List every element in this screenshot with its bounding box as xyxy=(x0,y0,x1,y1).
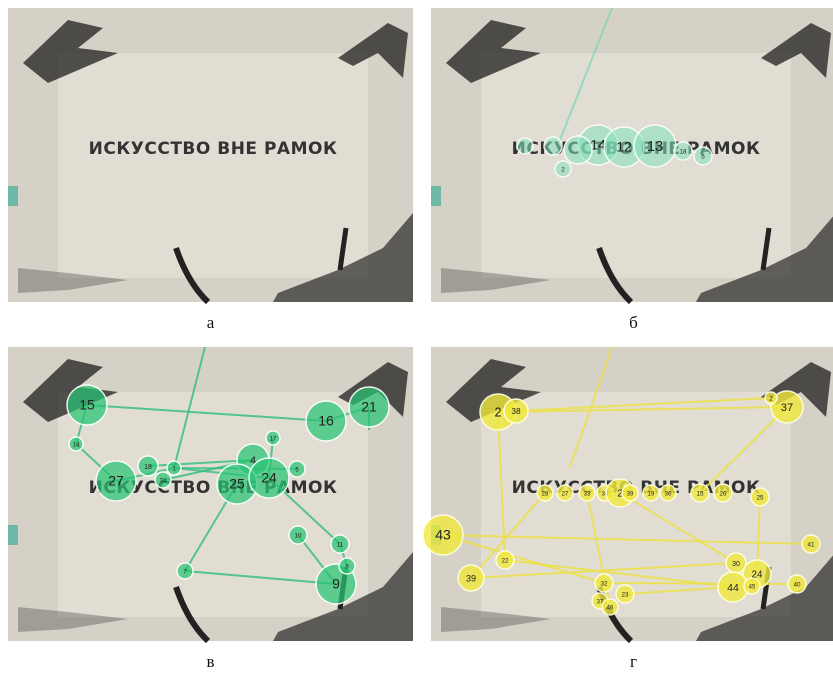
fixation-label: 30 xyxy=(732,561,740,568)
photo-panel: ИСКУССТВО ВНЕ РАМОК xyxy=(8,8,413,302)
fixation-label: 18 xyxy=(144,464,152,471)
fixation-label: 15 xyxy=(79,397,95,413)
paper-sheet xyxy=(58,53,368,278)
fixation-label: 46 xyxy=(607,606,614,612)
fixation-circle xyxy=(517,138,533,154)
fixation-label: 5 xyxy=(701,154,705,161)
wall-text: ИСКУССТВО ВНЕ РАМОК xyxy=(89,139,338,159)
panel-caption: б xyxy=(629,313,638,332)
fixation-label: 14 xyxy=(73,443,80,449)
fixation-label: 38 xyxy=(511,406,521,416)
fixation-label: 16 xyxy=(318,413,334,429)
fixation-label: 39 xyxy=(627,492,634,498)
fixation-label: 41 xyxy=(807,542,815,549)
fixation-circle xyxy=(564,136,592,164)
fixation-label: 15 xyxy=(696,491,704,498)
fixation-label: 17 xyxy=(270,437,277,443)
fixation-label: 10 xyxy=(294,533,302,540)
paper-sheet xyxy=(481,53,791,278)
fixation-label: 43 xyxy=(435,527,451,543)
fixation-label: 32 xyxy=(600,581,608,588)
fixation-label: 25 xyxy=(229,476,245,492)
fixation-label: 13 xyxy=(647,139,663,155)
fixation-label: 12 xyxy=(616,139,632,155)
fixation-label: 21 xyxy=(361,399,377,415)
fixation-label: 23 xyxy=(621,592,629,599)
fixation-label: 45 xyxy=(749,585,756,591)
fixation-label: 28 xyxy=(542,492,549,498)
teal-patch xyxy=(8,186,18,206)
fixation-label: 34 xyxy=(160,479,167,485)
fixation-label: 24 xyxy=(261,470,277,486)
teal-patch xyxy=(431,186,441,206)
panel-caption: а xyxy=(207,313,215,332)
fixation-label: 22 xyxy=(501,558,509,565)
fixation-label: 2 xyxy=(494,405,501,419)
panel-caption: в xyxy=(206,652,214,671)
fixation-label: 11 xyxy=(337,542,344,549)
fixation-label: 27 xyxy=(108,473,124,489)
panel-caption: г xyxy=(630,652,637,671)
fixation-label: 44 xyxy=(727,582,739,594)
figure: ИСКУССТВО ВНЕ РАМОКаИСКУССТВО ВНЕ РАМОКб… xyxy=(0,0,833,676)
fixation-label: 36 xyxy=(665,492,672,498)
teal-patch xyxy=(8,525,18,545)
fixation-label: 9 xyxy=(332,576,340,592)
fixation-label: 18 xyxy=(679,149,687,156)
fixation-label: 40 xyxy=(793,582,801,589)
fixation-label: 25 xyxy=(756,495,764,502)
fixation-label: 19 xyxy=(648,492,655,498)
fixation-label: 39 xyxy=(466,573,476,583)
fixation-label: 33 xyxy=(584,492,591,498)
fixation-label: 37 xyxy=(781,402,793,414)
fixation-label: 26 xyxy=(719,491,727,498)
fixation-circle xyxy=(544,137,562,155)
fixation-label: 27 xyxy=(562,492,569,498)
